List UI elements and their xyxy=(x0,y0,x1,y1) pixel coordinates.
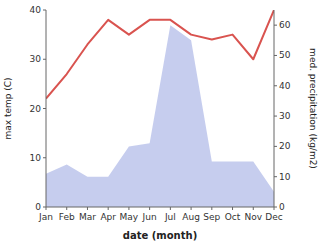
temperature-line xyxy=(46,10,274,99)
y-tick xyxy=(43,157,46,158)
y2-tick xyxy=(274,207,277,208)
y2-tick-label: 10 xyxy=(279,172,291,182)
y2-tick xyxy=(274,55,277,56)
y-tick-label: 10 xyxy=(30,153,42,163)
precipitation-area xyxy=(46,25,274,207)
x-tick-label: Nov xyxy=(244,212,262,222)
y-tick xyxy=(43,108,46,109)
x-tick-label: Jan xyxy=(38,212,53,222)
x-tick-label: Apr xyxy=(100,212,116,222)
x-tick xyxy=(191,207,192,210)
y-tick-label: 40 xyxy=(30,5,42,15)
y2-tick-label: 0 xyxy=(279,202,285,212)
x-tick-label: Dec xyxy=(265,212,282,222)
y2-tick-label: 30 xyxy=(279,111,291,121)
x-tick xyxy=(170,207,171,210)
chart: JanFebMarAprMayJunJulAugSepOctNovDec0102… xyxy=(0,0,318,247)
y2-tick xyxy=(274,85,277,86)
y2-tick-label: 20 xyxy=(279,141,291,151)
y2-axis-label: med. precipitation (kg/m2) xyxy=(308,48,318,169)
x-tick-label: Sep xyxy=(203,212,220,222)
x-axis xyxy=(46,207,274,208)
y2-tick xyxy=(274,146,277,147)
y2-tick-label: 50 xyxy=(279,50,291,60)
x-axis-label: date (month) xyxy=(123,230,197,241)
y-axis-label: max temp (C) xyxy=(3,77,13,139)
x-tick-label: Feb xyxy=(59,212,75,222)
x-tick xyxy=(66,207,67,210)
y2-tick xyxy=(274,176,277,177)
y2-tick xyxy=(274,116,277,117)
x-tick xyxy=(253,207,254,210)
y-tick xyxy=(43,59,46,60)
y2-tick-label: 60 xyxy=(279,20,291,30)
x-tick-label: Mar xyxy=(79,212,96,222)
y-tick-label: 30 xyxy=(30,54,42,64)
y2-tick-label: 40 xyxy=(279,81,291,91)
plot-area xyxy=(46,10,274,207)
x-tick-label: Oct xyxy=(225,212,241,222)
x-tick-label: Jun xyxy=(142,212,157,222)
y-tick-label: 20 xyxy=(30,104,42,114)
x-tick-label: Jul xyxy=(164,212,176,222)
x-tick xyxy=(232,207,233,210)
x-tick xyxy=(128,207,129,210)
x-tick xyxy=(87,207,88,210)
x-tick xyxy=(211,207,212,210)
y2-axis xyxy=(274,10,275,207)
x-tick xyxy=(108,207,109,210)
y-tick xyxy=(43,10,46,11)
y-tick xyxy=(43,207,46,208)
x-tick xyxy=(149,207,150,210)
x-tick-label: May xyxy=(120,212,139,222)
y2-tick xyxy=(274,25,277,26)
y-tick-label: 0 xyxy=(35,202,41,212)
x-tick-label: Aug xyxy=(182,212,200,222)
